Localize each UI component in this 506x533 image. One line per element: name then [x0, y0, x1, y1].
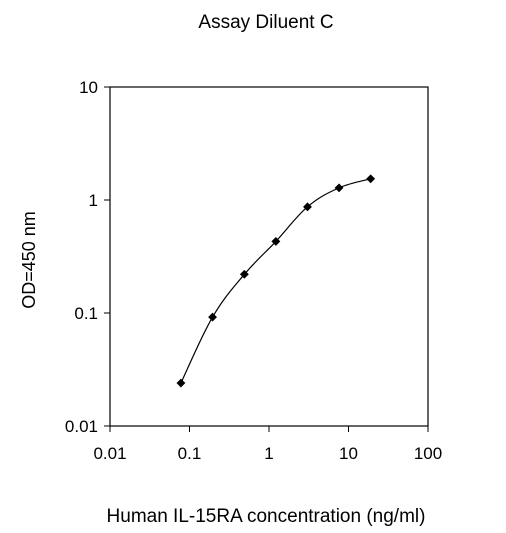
y-axis-label: OD=450 nm: [19, 211, 39, 309]
x-tick-label: 10: [339, 444, 358, 463]
data-point-marker: [239, 269, 249, 279]
y-tick-label: 1: [89, 191, 98, 210]
plot-frame: [109, 86, 429, 427]
data-point-marker: [334, 183, 344, 193]
data-point-marker: [366, 174, 376, 184]
x-tick-label: 1: [264, 444, 273, 463]
x-axis-label: Human IL-15RA concentration (ng/ml): [107, 506, 426, 527]
x-tick-label: 0.1: [178, 444, 202, 463]
data-point-marker: [208, 312, 217, 322]
y-axis-label-group: OD=450 nm: [19, 211, 39, 309]
y-tick-label: 10: [79, 78, 98, 97]
x-tick-label: 0.01: [93, 444, 126, 463]
x-tick-label: 100: [414, 444, 442, 463]
data-point-marker: [271, 236, 281, 246]
data-point-marker: [176, 378, 186, 388]
chart-title: Assay Diluent C: [198, 12, 333, 33]
plot-area: 0.01 0.1 1 10 100 0.01 0.1 1 10: [65, 78, 442, 463]
data-point-marker: [303, 202, 312, 212]
y-tick-label: 0.1: [74, 304, 98, 323]
y-tick-label: 0.01: [65, 417, 98, 436]
series-line: [180, 178, 371, 384]
